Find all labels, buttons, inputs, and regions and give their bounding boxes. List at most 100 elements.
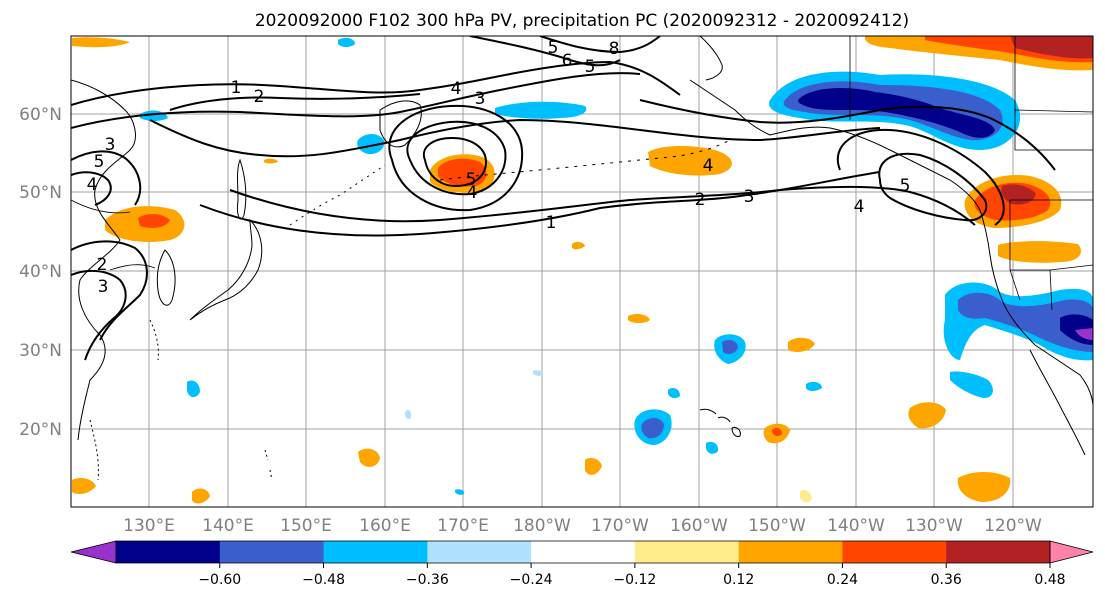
contour-label: 5 (900, 176, 911, 196)
latitude-label: 20°N (19, 420, 62, 440)
shading-positive-bc-core (1010, 36, 1093, 59)
political-borders (71, 36, 1093, 311)
shading-negative-alaska-core (798, 88, 995, 138)
contour-label: 4 (467, 183, 478, 203)
longitude-label: 140°W (827, 516, 885, 536)
colorbar: −0.60 −0.48 −0.36 −0.24 −0.12 0.12 0.24 0.36 0.4… (70, 540, 1094, 588)
colorbar-segment (219, 541, 325, 563)
longitude-label: 140°E (202, 516, 254, 536)
longitude-label: 170°W (591, 516, 649, 536)
shading-negative-blob (533, 370, 544, 376)
longitude-label: 160°W (670, 516, 728, 536)
colorbar-segments (70, 540, 1094, 564)
pv-contours (71, 36, 1056, 361)
pv-contour-2-south (229, 185, 976, 226)
contour-label: 3 (475, 89, 486, 109)
shading-negative-westus-mid (958, 292, 1093, 352)
shading-negative-blob (806, 381, 822, 391)
latitude-label: 30°N (19, 341, 62, 361)
contour-label: 5 (94, 152, 105, 172)
longitude-label: 160°E (359, 516, 411, 536)
contour-label: 5 (585, 57, 596, 77)
contour-label: 3 (744, 187, 755, 207)
shading-negative-blob (950, 371, 993, 398)
colorbar-tick-label: 0.12 (723, 572, 754, 588)
shading-negative-blob (357, 134, 385, 155)
longitude-label: 130°W (905, 516, 963, 536)
pv-contour-4 (169, 93, 1056, 171)
pv-contour-1 (71, 60, 681, 106)
contour-label: 6 (562, 51, 573, 71)
colorbar-tick-label: 0.48 (1034, 572, 1065, 588)
contour-label: 5 (548, 38, 559, 58)
contour-label: 4 (451, 79, 462, 99)
longitude-label: 150°E (280, 516, 332, 536)
shading-positive-blob (572, 241, 585, 250)
border-canada (1014, 36, 1093, 151)
latitude-label: 50°N (19, 183, 62, 203)
coast-islands (89, 319, 273, 481)
shading-negative-blob (338, 37, 355, 47)
longitude-labels: 130°E 140°E 150°E 160°E 170°E 180°W 170°W 160°W… (123, 516, 1042, 536)
colorbar-segment (531, 541, 636, 563)
shading-positive-blob (264, 158, 278, 164)
colorbar-ticks: −0.60 −0.48 −0.36 −0.24 −0.12 0.12 0.24 0.36 0.4… (198, 563, 1066, 588)
colorbar-tick-label: 0.36 (931, 572, 962, 588)
contour-label: 4 (854, 197, 865, 217)
pv-contour-west-1 (71, 150, 142, 206)
shading-positive-blob (192, 488, 210, 504)
colorbar-tick-label: −0.12 (613, 572, 656, 588)
pv-contour-north (469, 36, 661, 67)
shading-positive-blob (72, 37, 130, 48)
colorbar-extend-low (70, 540, 117, 564)
shading-negative-blob (641, 418, 664, 439)
shading-positive-blob (800, 490, 812, 503)
shading-positive-blob (788, 337, 815, 352)
contour-label: 5 (466, 170, 477, 190)
pv-contour-west-4 (71, 269, 127, 361)
latitude-label: 60°N (19, 105, 62, 125)
pv-contour-2 (71, 72, 641, 129)
colorbar-segment (634, 541, 740, 563)
contour-label: 1 (231, 78, 242, 98)
longitude-label: 180°W (513, 516, 571, 536)
colorbar-tick-label: −0.60 (198, 572, 241, 588)
colorbar-segment (738, 541, 843, 563)
longitude-label: 120°W (984, 516, 1042, 536)
shading-negative-blob (668, 388, 680, 399)
latitude-label: 40°N (19, 262, 62, 282)
colorbar-tick-label: −0.48 (302, 572, 345, 588)
latitude-labels: 60°N 50°N 40°N 30°N 20°N (19, 105, 62, 440)
contour-label: 2 (695, 190, 706, 210)
contour-label: 2 (254, 87, 265, 107)
shading-negative-blob (405, 410, 412, 419)
contour-label: 3 (105, 135, 116, 155)
shading-positive-pnw-core (1001, 184, 1036, 205)
pv-contour-gulf-outer (837, 128, 1005, 226)
shading-negative-blob (455, 489, 465, 495)
shading-positive-blob (772, 427, 782, 437)
shading-negative-blob (706, 441, 719, 454)
border-us-states (1009, 200, 1093, 311)
shading-positive-goa (648, 146, 732, 176)
pv-contour-gulf (878, 152, 988, 222)
pv-contour-low-3 (422, 136, 488, 188)
shading-negative-blob (187, 380, 200, 398)
shading-positive-blob (957, 472, 1011, 502)
longitude-label: 170°E (437, 516, 489, 536)
pv-contour-west-3 (71, 240, 148, 341)
shading-positive-blob (358, 448, 380, 467)
coast-alaska-north (699, 36, 723, 81)
coast-hawaii (699, 408, 741, 437)
colorbar-tick-label: −0.24 (510, 572, 553, 588)
colorbar-tick-label: 0.24 (827, 572, 858, 588)
longitude-label: 150°W (748, 516, 806, 536)
contour-label: 2 (97, 255, 108, 275)
shading-positive-blob (628, 313, 650, 323)
coast-asia (71, 79, 136, 441)
coast-westus (979, 209, 1093, 406)
shading-negative-blob (722, 340, 738, 355)
contour-label: 4 (703, 156, 714, 176)
contour-label: 4 (87, 175, 98, 195)
